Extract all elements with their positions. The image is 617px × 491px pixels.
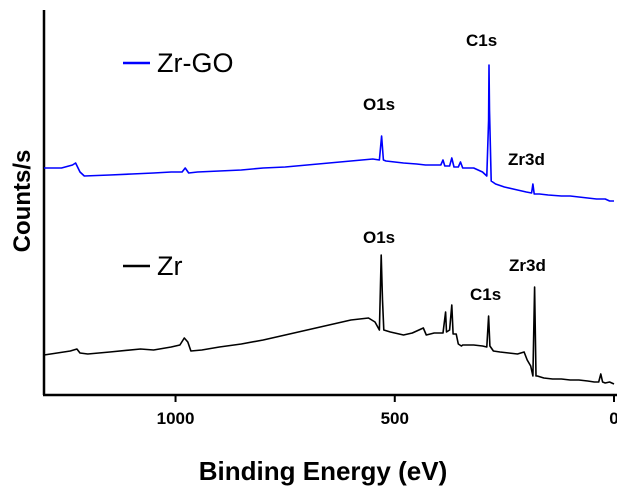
legend: Zr-GO Zr [123, 48, 233, 281]
axes [42, 10, 617, 397]
series-layer [43, 64, 615, 385]
peak-annotations: C1s O1s Zr3d O1s C1s Zr3d [363, 31, 546, 304]
legend-label-zr-go: Zr-GO [157, 48, 233, 78]
y-axis-title: Counts/s [9, 150, 36, 253]
series-line-zr [43, 254, 615, 385]
x-axis-title: Binding Energy (eV) [199, 456, 447, 486]
annotation-zrgo-c1s: C1s [466, 31, 497, 50]
annotation-zr-zr3d: Zr3d [509, 256, 546, 275]
x-ticks: 1000 500 0 [157, 395, 617, 428]
annotation-zrgo-o1s: O1s [363, 95, 395, 114]
x-tick-label-0: 0 [609, 409, 617, 428]
annotation-zrgo-zr3d: Zr3d [508, 150, 545, 169]
annotation-zr-o1s: O1s [363, 228, 395, 247]
annotation-zr-c1s: C1s [470, 285, 501, 304]
x-tick-label-500: 500 [381, 409, 409, 428]
series-line-zr-go [44, 64, 614, 202]
legend-label-zr: Zr [157, 251, 182, 281]
x-tick-label-1000: 1000 [157, 409, 195, 428]
